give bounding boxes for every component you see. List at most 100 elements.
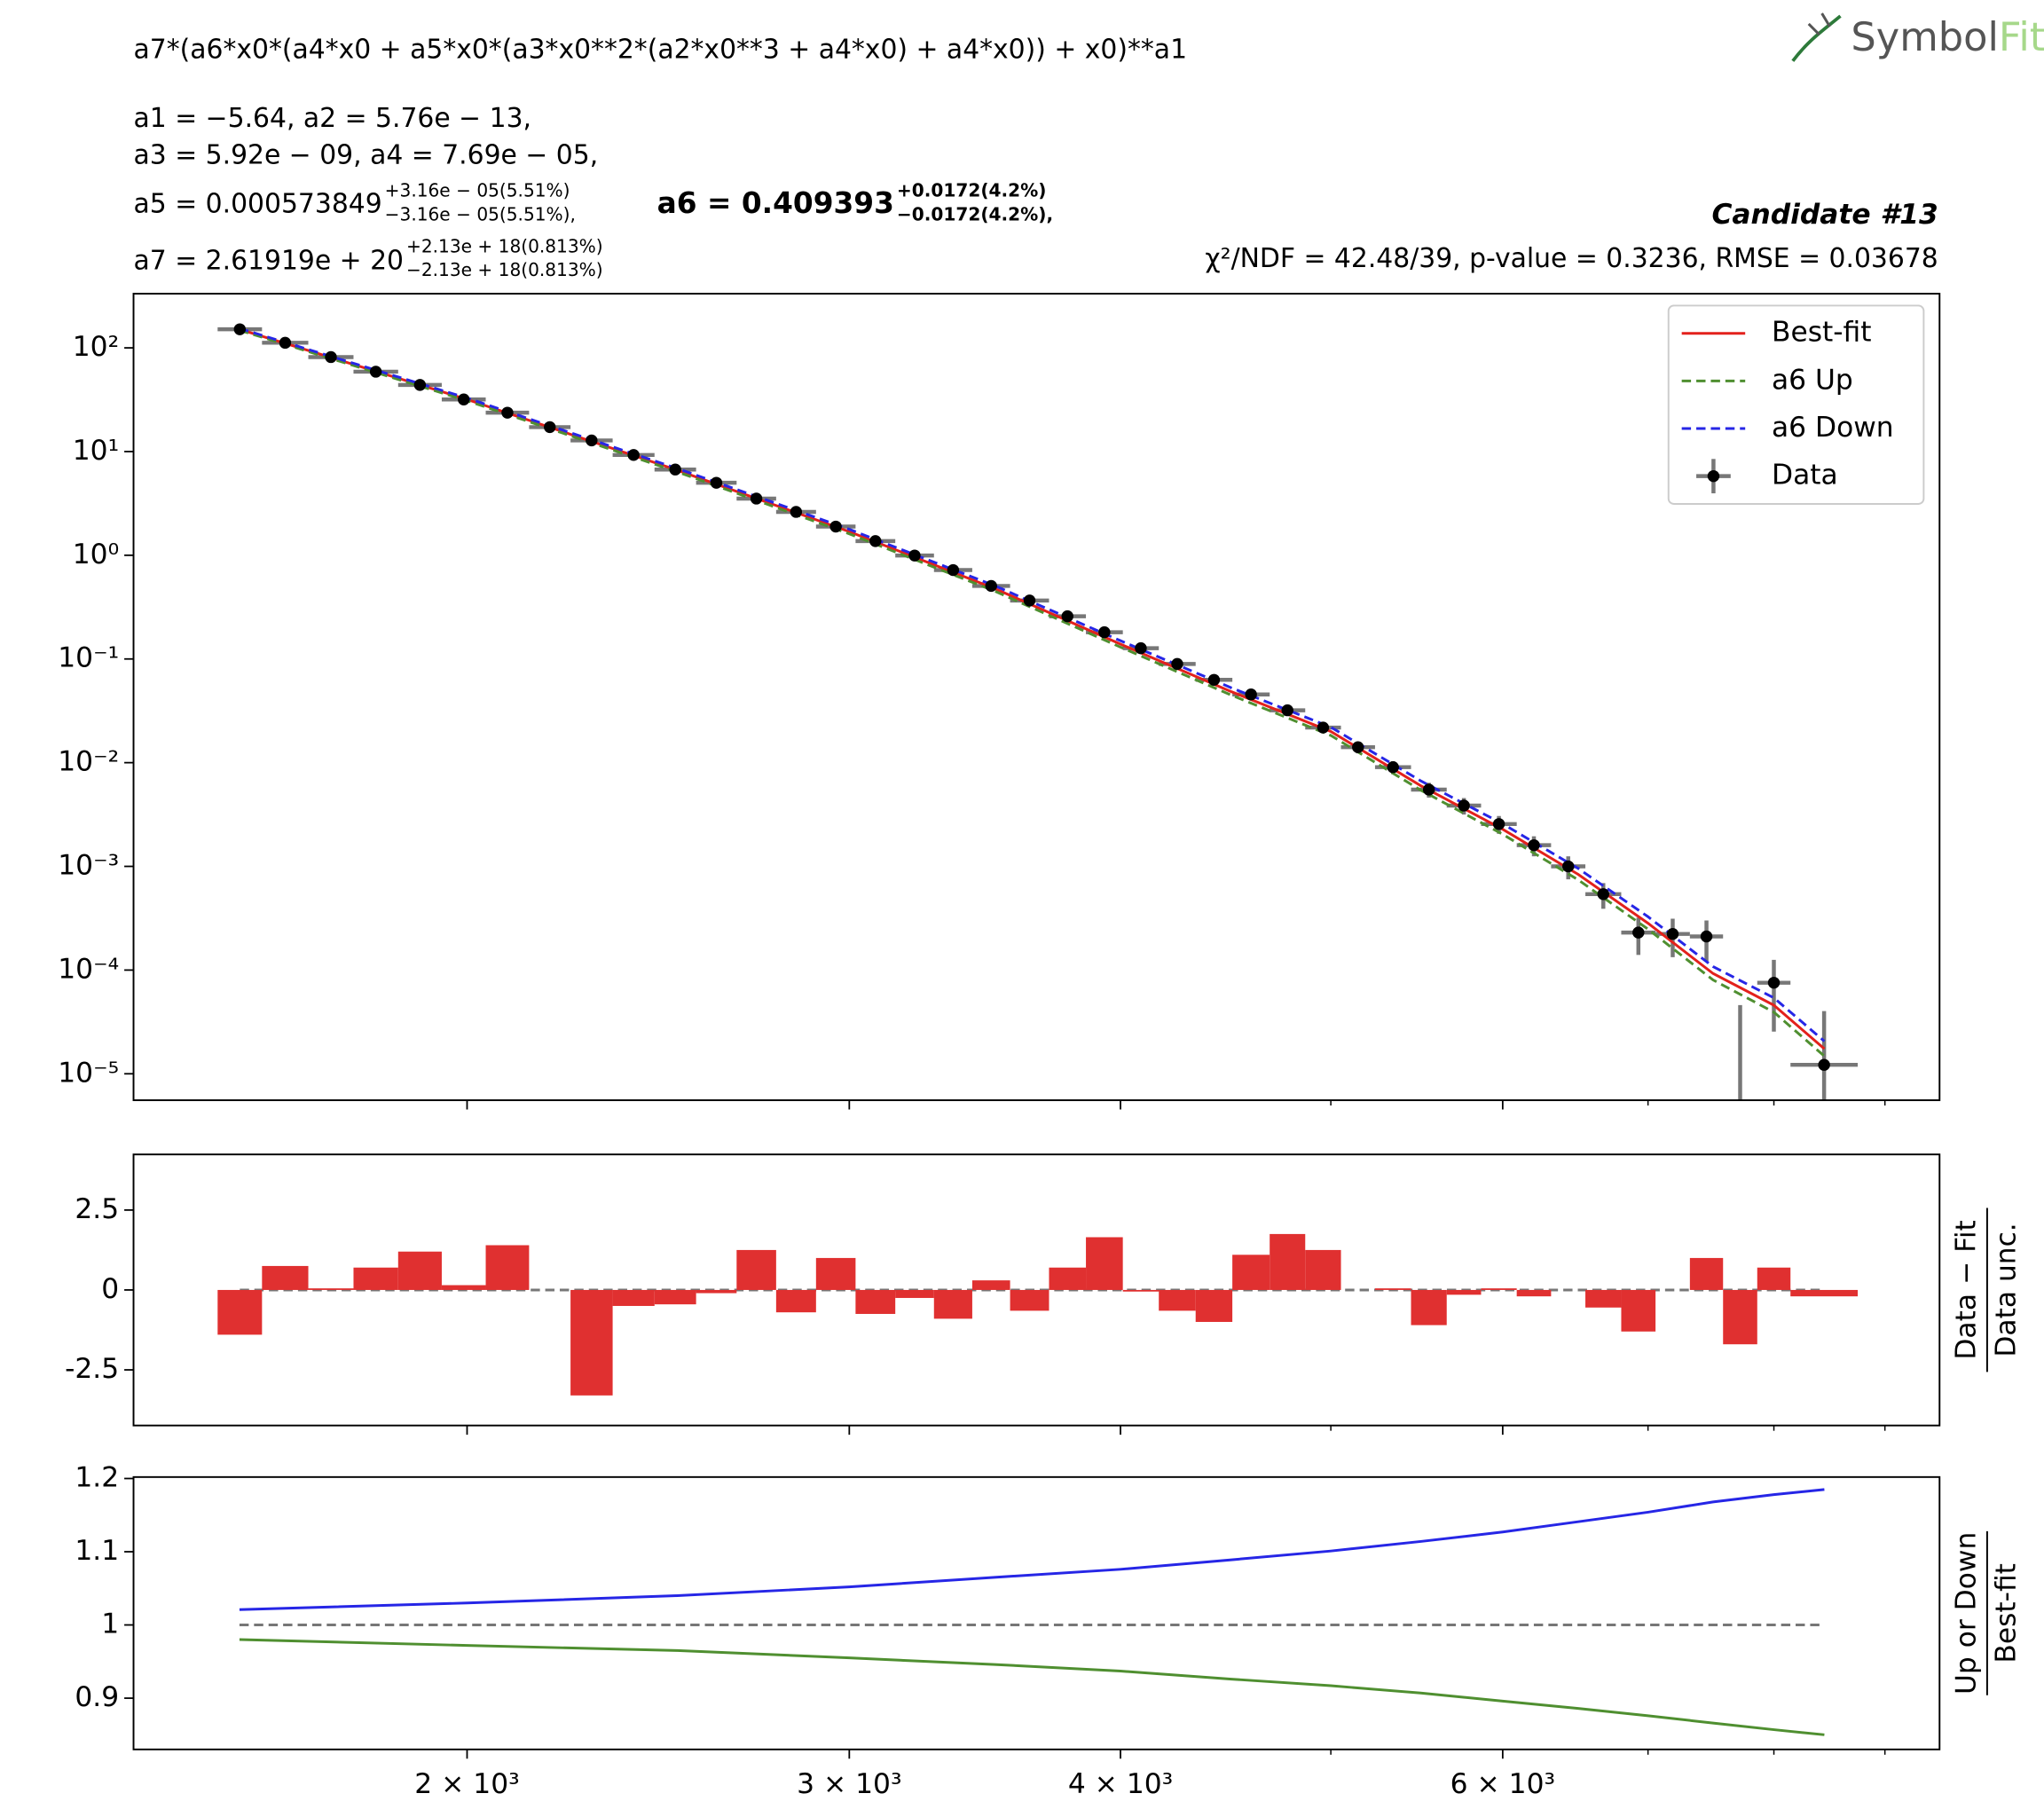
axes-frame <box>132 293 1941 1102</box>
residual-bar <box>1689 1257 1724 1290</box>
residual-bar <box>1516 1289 1552 1297</box>
data-point <box>325 350 337 364</box>
param-a6-up: +0.0172(4.2%) <box>897 180 1047 201</box>
legend-swatch <box>1707 469 1720 483</box>
fit-stats: χ²/NDF = 42.48/39, p-value = 0.3236, RMS… <box>1205 243 1938 274</box>
residual-bar <box>775 1289 816 1313</box>
data-point <box>908 549 921 562</box>
y-label-numerator: Up or Down <box>1951 1532 1983 1695</box>
y-label-denominator: Data unc. <box>1990 1223 2022 1357</box>
fit-line <box>239 327 1826 1050</box>
legend-label: a6 Up <box>1772 364 1853 396</box>
data-point <box>501 406 514 419</box>
residual-bar <box>217 1289 263 1335</box>
y-tick-label: 10¹ <box>73 435 119 467</box>
residual-bar <box>1374 1288 1411 1290</box>
param-a6: a6 = 0.409393 <box>657 186 894 220</box>
data-point <box>544 421 556 434</box>
residual-bar <box>1159 1289 1196 1311</box>
fit-line <box>239 326 1826 1042</box>
data-point <box>1818 1058 1830 1071</box>
y-tick-label: 10⁻⁵ <box>58 1057 119 1089</box>
data-point <box>1135 641 1147 655</box>
residual-bar <box>1790 1289 1859 1297</box>
residual-bar <box>612 1289 655 1306</box>
y-tick-label: 0 <box>101 1273 119 1305</box>
residual-bar <box>1086 1237 1123 1290</box>
data-point <box>669 463 681 476</box>
data-point <box>1317 721 1330 734</box>
data-point <box>1700 930 1713 943</box>
data-point <box>1767 976 1781 989</box>
residual-bar <box>1122 1289 1160 1292</box>
residual-bar <box>971 1280 1010 1290</box>
residual-bar <box>308 1288 354 1290</box>
param-a7: a7 = 2.61919e + 20 <box>134 246 405 277</box>
param-line: a1 = −5.64, a2 = 5.76e − 13, <box>134 103 531 134</box>
data-point <box>1281 704 1293 717</box>
param-line: a3 = 5.92e − 09, a4 = 7.69e − 05, <box>134 140 599 171</box>
residual-bar <box>1411 1289 1447 1325</box>
residual-bar <box>570 1289 613 1396</box>
y-tick-label: 2.5 <box>75 1193 119 1225</box>
fit-line <box>239 328 1826 1058</box>
data-point <box>1562 860 1575 873</box>
data-point <box>947 563 960 577</box>
param-a7-down: −2.13e + 18(0.813%) <box>406 259 603 280</box>
data-point <box>750 492 763 505</box>
y-tick-label: 1 <box>101 1609 119 1640</box>
residual-bar <box>441 1285 486 1290</box>
data-point <box>1171 657 1183 671</box>
residual-bar <box>1010 1289 1050 1311</box>
data-point <box>985 579 997 593</box>
candidate: Candidate #13 <box>1711 199 1938 231</box>
fit-line <box>239 1638 1825 1736</box>
legend-label: a6 Down <box>1772 412 1894 444</box>
residual-bar <box>1621 1289 1656 1332</box>
y-tick-label: 1.2 <box>75 1461 119 1493</box>
residual-bar <box>696 1289 737 1294</box>
data-point <box>1458 799 1470 812</box>
param-a5-down: −3.16e − 05(5.51%), <box>385 204 576 225</box>
legend-label: Data <box>1772 460 1838 492</box>
residual-bar <box>736 1249 776 1290</box>
y-tick-label: 10⁻² <box>58 746 119 778</box>
data-point <box>1207 673 1221 686</box>
y-label-numerator: Data − Fit <box>1951 1220 1983 1359</box>
y-tick-label: 10⁻³ <box>58 850 119 882</box>
data-point <box>586 434 598 447</box>
logo-text: SymbolFit <box>1851 14 2044 60</box>
data-point <box>1528 838 1540 852</box>
legend-box <box>1667 304 1925 505</box>
data-point <box>1632 926 1645 939</box>
data-point <box>1352 741 1364 753</box>
logo-icon <box>1791 14 1842 62</box>
param-a5-up: +3.16e − 05(5.51%) <box>385 180 570 201</box>
residual-bar <box>1446 1289 1482 1295</box>
param-a5: a5 = 0.000573849 <box>134 189 382 220</box>
logo-fit: Fit <box>1999 14 2044 60</box>
residual-bar <box>1195 1289 1233 1322</box>
axes-frame <box>132 1475 1941 1750</box>
residual-bar <box>855 1289 896 1314</box>
data-point <box>1597 888 1609 901</box>
data-point <box>869 535 882 547</box>
residual-bar <box>262 1265 309 1290</box>
residual-bar <box>1270 1233 1306 1290</box>
residual-bar <box>353 1267 398 1290</box>
residual-bar <box>1757 1267 1791 1290</box>
axes-frame <box>132 1153 1941 1427</box>
data-point <box>710 476 723 489</box>
x-tick-label: 4 × 10³ <box>1068 1768 1173 1800</box>
y-tick-label: 10⁻¹ <box>58 642 119 674</box>
data-point <box>1666 927 1679 940</box>
residual-bar <box>1305 1249 1341 1290</box>
legend: Best-fit a6 Up a6 Down Data <box>1667 304 1925 505</box>
x-tick-label: 2 × 10³ <box>414 1768 519 1800</box>
data-point <box>627 449 640 461</box>
data-point <box>1387 760 1399 774</box>
logo: SymbolFit <box>1791 12 2044 62</box>
y-tick-label: 10⁰ <box>73 539 119 570</box>
